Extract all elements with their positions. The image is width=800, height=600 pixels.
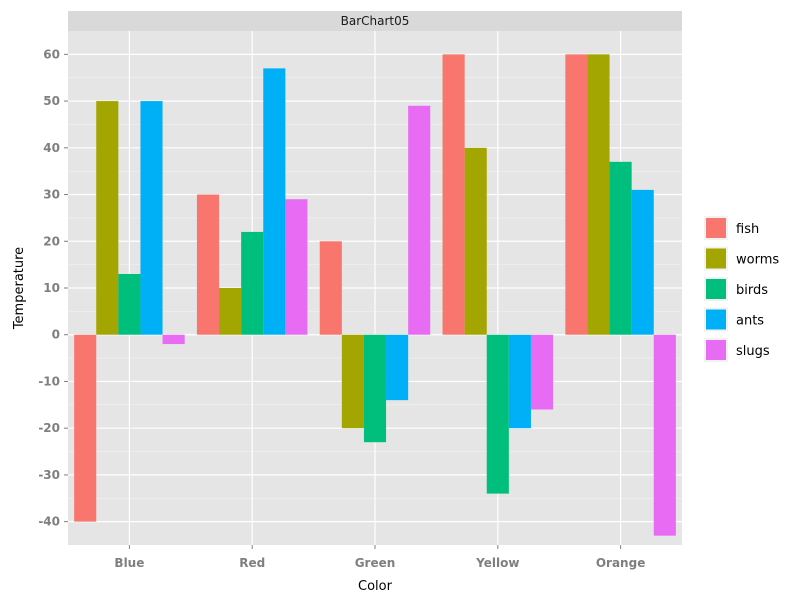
y-tick-label: 60 xyxy=(43,47,60,61)
x-axis-title: Color xyxy=(358,579,393,594)
y-tick-label: 40 xyxy=(43,141,60,155)
legend-label-slugs: slugs xyxy=(736,344,770,359)
legend-swatch-slugs xyxy=(706,340,726,360)
bar-slugs-blue xyxy=(162,334,185,345)
bar-birds-blue xyxy=(118,273,141,335)
y-tick-label: -10 xyxy=(38,374,60,388)
x-tick-label: Red xyxy=(239,556,265,570)
x-tick-label: Yellow xyxy=(475,556,519,570)
legend-label-birds: birds xyxy=(736,283,768,298)
y-axis-ticks: -40 -30 -20 -10 0 10 20 30 40 50 60 xyxy=(38,47,68,529)
bar-worms-red xyxy=(219,288,242,335)
y-tick-label: 0 xyxy=(52,328,60,342)
bar-fish-blue xyxy=(74,334,97,522)
bar-worms-green xyxy=(341,334,364,429)
bar-worms-yellow xyxy=(464,147,487,335)
x-axis-ticks: Blue Red Green Yellow Orange xyxy=(114,545,645,570)
y-tick-label: 10 xyxy=(43,281,60,295)
bar-fish-orange xyxy=(565,54,588,335)
legend: fish worms birds ants slugs xyxy=(704,216,779,362)
y-tick-label: 20 xyxy=(43,234,60,248)
legend-swatch-ants xyxy=(706,309,726,330)
legend-label-worms: worms xyxy=(736,253,779,268)
chart-title: BarChart05 xyxy=(341,14,410,28)
bar-worms-blue xyxy=(96,101,119,335)
bar-fish-green xyxy=(319,241,342,335)
facet-strip xyxy=(68,11,682,31)
bar-ants-blue xyxy=(140,101,163,335)
y-axis-title: Temperature xyxy=(12,247,27,330)
bar-fish-yellow xyxy=(442,54,465,335)
legend-swatch-fish xyxy=(706,218,726,238)
bar-ants-yellow xyxy=(508,334,531,429)
bar-birds-orange xyxy=(609,161,632,335)
legend-swatch-worms xyxy=(706,248,726,269)
bar-birds-yellow xyxy=(486,334,509,494)
bar-ants-red xyxy=(263,68,286,335)
bar-worms-orange xyxy=(587,54,610,335)
y-tick-label: 50 xyxy=(43,94,60,108)
x-tick-label: Orange xyxy=(596,556,646,570)
bar-slugs-red xyxy=(285,199,308,335)
bar-ants-green xyxy=(386,334,409,401)
x-tick-label: Green xyxy=(355,556,396,570)
bar-slugs-yellow xyxy=(530,334,554,410)
legend-label-ants: ants xyxy=(736,314,764,329)
bar-ants-orange xyxy=(631,189,654,335)
y-tick-label: -40 xyxy=(38,515,60,529)
legend-label-fish: fish xyxy=(736,222,759,237)
y-tick-label: -30 xyxy=(38,468,60,482)
bars-group xyxy=(74,54,676,536)
bar-birds-green xyxy=(363,334,387,443)
bar-fish-red xyxy=(196,194,220,335)
y-tick-label: -20 xyxy=(38,421,60,435)
bar-birds-red xyxy=(241,231,264,335)
x-tick-label: Blue xyxy=(114,556,144,570)
bar-slugs-orange xyxy=(653,334,676,536)
bar-slugs-green xyxy=(408,105,431,335)
legend-swatch-birds xyxy=(706,279,726,299)
y-tick-label: 30 xyxy=(43,188,60,202)
